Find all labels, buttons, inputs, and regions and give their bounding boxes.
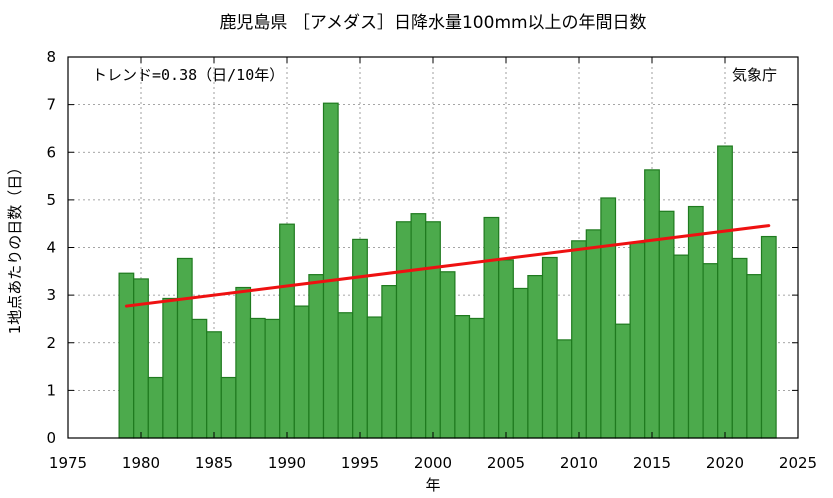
y-tick-label: 6: [46, 143, 56, 161]
y-tick-label: 7: [46, 96, 56, 114]
x-tick-label: 1980: [122, 454, 160, 472]
bar: [162, 297, 179, 439]
trend-annotation: トレンド=0.38（日/10年）: [92, 66, 284, 84]
y-tick-label: 5: [46, 191, 56, 209]
x-tick-label: 2020: [706, 454, 744, 472]
bar: [279, 223, 295, 439]
x-tick-label: 1990: [268, 454, 306, 472]
bar: [614, 323, 631, 439]
y-tick-label: 4: [46, 239, 56, 257]
x-tick-label: 2000: [414, 454, 452, 472]
bar: [483, 216, 500, 439]
y-tick-label: 3: [46, 286, 56, 304]
bar: [118, 272, 135, 439]
x-tick-label: 1975: [49, 454, 87, 472]
bar: [541, 256, 558, 439]
bar: [264, 318, 281, 439]
x-tick-label: 2010: [560, 454, 598, 472]
bar: [395, 221, 412, 439]
bar: [673, 254, 690, 439]
bar: [439, 271, 456, 439]
credit-label: 気象庁: [732, 66, 777, 84]
bar: [352, 238, 368, 439]
bar: [293, 305, 310, 439]
trend-line: [124, 224, 771, 308]
bar: [220, 376, 237, 439]
bar: [571, 240, 587, 439]
bar: [322, 102, 339, 439]
bar: [585, 229, 602, 439]
bar: [731, 257, 748, 439]
bar: [308, 274, 325, 439]
bar: [454, 315, 471, 439]
bar: [556, 339, 573, 439]
y-tick-label: 0: [46, 429, 56, 447]
bar: [644, 169, 660, 439]
bar: [629, 242, 646, 439]
bar: [746, 274, 763, 439]
bar: [468, 317, 485, 439]
bar: [147, 376, 164, 439]
x-tick-label: 2005: [487, 454, 525, 472]
bar: [366, 316, 383, 439]
x-tick-label: 1985: [195, 454, 233, 472]
bar: [658, 210, 675, 439]
bar-layer: [118, 102, 777, 439]
bar: [235, 286, 252, 439]
bar: [425, 221, 441, 439]
y-tick-label: 1: [46, 381, 56, 399]
bar: [191, 318, 208, 439]
bar: [760, 235, 777, 439]
bar: [206, 331, 222, 439]
bar: [702, 263, 719, 439]
x-tick-label: 1995: [341, 454, 379, 472]
bar: [512, 287, 529, 439]
x-axis-label: 年: [425, 476, 440, 494]
y-axis-label: 1地点あたりの日数（日）: [6, 160, 24, 335]
axis-layer: 0 1 2 3 4 5 6 7 8 1975 1980 1985 1990 1995 2000 2005 201…: [46, 48, 817, 472]
bar: [249, 317, 266, 439]
x-tick-label: 2015: [633, 454, 671, 472]
bar: [498, 259, 514, 439]
bar: [381, 285, 398, 439]
y-tick-label: 8: [46, 48, 56, 66]
bar: [717, 145, 733, 439]
chart-title: 鹿児島県 ［アメダス］日降水量100mm以上の年間日数: [219, 13, 646, 33]
bar: [410, 213, 427, 439]
bar: [687, 205, 704, 439]
trend-layer: [124, 224, 771, 308]
bar: [176, 257, 193, 439]
bar: [337, 312, 354, 439]
x-tick-label: 2025: [779, 454, 817, 472]
y-tick-label: 2: [46, 334, 56, 352]
bar: [600, 197, 617, 439]
bar: [527, 274, 544, 439]
